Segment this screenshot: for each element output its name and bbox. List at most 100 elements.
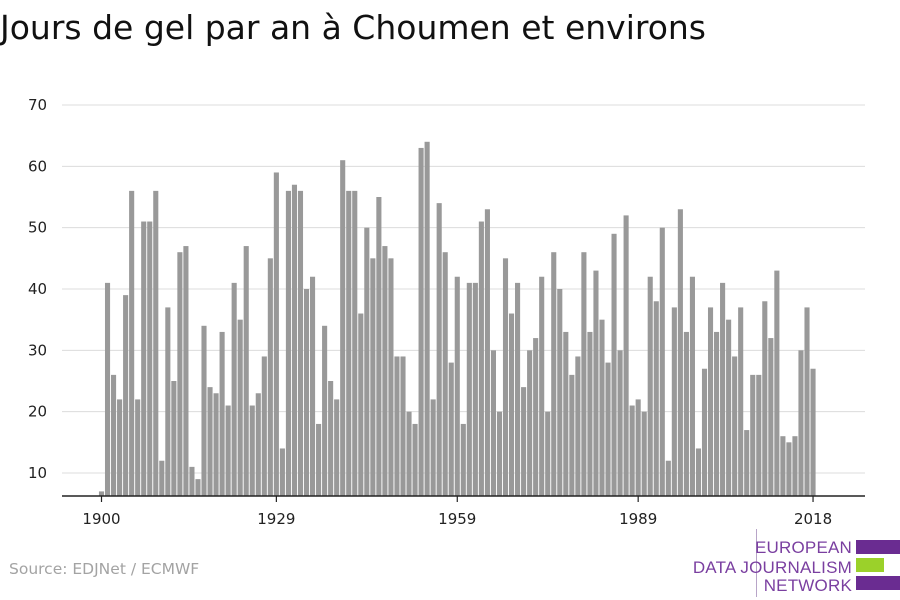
bar-1967 [502, 258, 509, 496]
bar-1981 [587, 331, 593, 496]
logo-bar-top [856, 540, 900, 554]
x-tick-label: 1900 [82, 510, 120, 528]
bar-1986 [617, 350, 623, 496]
bar-1958 [448, 362, 454, 496]
bar-1906 [135, 399, 141, 496]
y-axis-ticks: 10 20 30 40 50 60 70 [28, 96, 47, 482]
bar-1914 [183, 246, 189, 496]
bar-1927 [261, 356, 267, 496]
bar-2015 [792, 436, 798, 496]
bar-1982 [593, 270, 599, 496]
bar-1948 [388, 258, 394, 496]
bar-2018 [810, 368, 816, 496]
y-tick-label: 70 [28, 96, 47, 114]
y-tick-label: 20 [28, 403, 47, 421]
bar-1945 [370, 258, 376, 496]
bar-2000 [701, 368, 708, 496]
bar-1930 [279, 448, 285, 496]
bar-1959 [454, 276, 460, 496]
bar-1977 [563, 331, 569, 496]
bar-1983 [599, 319, 605, 496]
y-tick-label: 30 [28, 341, 47, 359]
bar-2007 [744, 430, 750, 496]
bar-2011 [768, 338, 774, 496]
bar-1909 [153, 190, 159, 496]
bar-1938 [328, 381, 334, 496]
bar-1929 [273, 172, 279, 496]
bar-1968 [508, 313, 515, 496]
chart-title: Jours de gel par an à Choumen et environ… [0, 8, 707, 47]
bar-1993 [659, 227, 665, 497]
bar-1974 [545, 411, 551, 496]
bar-2004 [726, 319, 732, 496]
y-tick-label: 10 [28, 464, 47, 482]
bar-1979 [575, 356, 581, 496]
bar-1946 [376, 197, 382, 496]
bar-1951 [406, 411, 412, 496]
source-note: Source: EDJNet / ECMWF [9, 560, 200, 578]
bar-2010 [762, 301, 768, 496]
bar-1976 [557, 289, 563, 496]
bar-1994 [665, 460, 671, 496]
bar-1925 [249, 405, 255, 496]
bar-1943 [358, 313, 364, 496]
bar-1939 [334, 399, 340, 496]
bar-1934 [303, 289, 310, 496]
bar-1926 [255, 393, 261, 496]
bar-1985 [611, 233, 617, 497]
bar-2016 [798, 350, 804, 496]
bar-1996 [677, 209, 683, 496]
bar-1923 [237, 319, 243, 496]
y-tick-label: 40 [28, 280, 47, 298]
bar-1907 [141, 221, 147, 496]
bar-1988 [629, 405, 635, 496]
x-axis-ticks: 1900 1929 1959 1989 2018 [82, 496, 832, 528]
bar-1936 [316, 423, 322, 496]
bar-1917 [201, 325, 207, 496]
bar-2006 [738, 307, 744, 496]
x-tick-label: 1929 [257, 510, 295, 528]
bar-1964 [484, 209, 490, 496]
bar-1965 [490, 350, 496, 496]
bar-1980 [581, 252, 587, 496]
bar-1933 [297, 190, 304, 496]
bar-2009 [756, 374, 762, 496]
bar-1960 [460, 423, 466, 496]
bar-1912 [171, 381, 177, 496]
logo-line-2: DATA JOURNALISM [692, 558, 852, 577]
x-tick-label: 1989 [619, 510, 657, 528]
bar-1915 [189, 466, 195, 496]
bar-1916 [195, 479, 201, 496]
bar-1978 [569, 374, 575, 496]
bar-1932 [291, 184, 298, 497]
bar-1975 [551, 252, 557, 496]
bar-2017 [804, 307, 810, 496]
bar-1931 [285, 190, 291, 496]
bar-1900 [98, 491, 105, 496]
bar-2005 [732, 356, 738, 496]
bar-1935 [310, 276, 316, 496]
bar-1972 [533, 338, 539, 496]
bar-1922 [231, 282, 237, 496]
bar-1944 [364, 227, 370, 497]
bar-2014 [786, 442, 792, 496]
bar-1918 [207, 387, 213, 496]
bar-1903 [117, 399, 123, 496]
bar-1904 [123, 295, 129, 496]
bar-2003 [720, 282, 726, 496]
bar-1920 [219, 331, 225, 496]
bar-1997 [683, 331, 689, 496]
bar-1995 [671, 307, 677, 496]
edjnet-logo: EUROPEAN DATA JOURNALISM NETWORK [693, 529, 900, 597]
bar-1970 [521, 387, 527, 496]
bar-1910 [159, 460, 165, 496]
bar-1921 [225, 405, 231, 496]
bar-2001 [707, 307, 714, 496]
bar-1962 [472, 282, 478, 496]
bar-1969 [515, 282, 521, 496]
bar-2012 [774, 270, 780, 496]
bar-1984 [605, 362, 611, 496]
x-tick-label: 2018 [794, 510, 832, 528]
logo-line-3: NETWORK [763, 576, 852, 595]
